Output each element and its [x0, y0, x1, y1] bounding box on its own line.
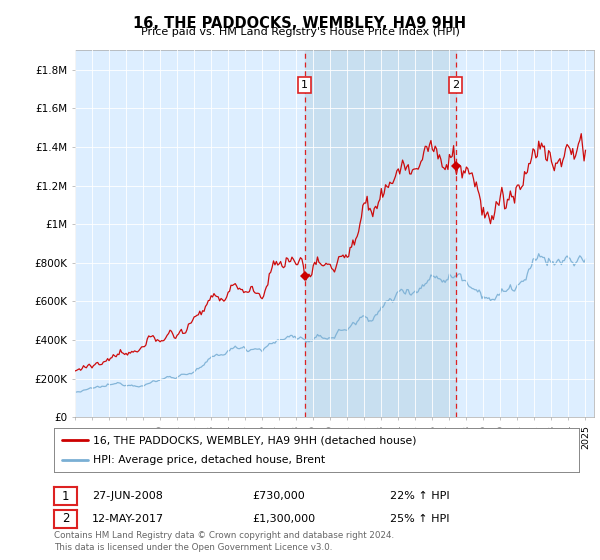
Text: 16, THE PADDOCKS, WEMBLEY, HA9 9HH (detached house): 16, THE PADDOCKS, WEMBLEY, HA9 9HH (deta…: [94, 435, 417, 445]
Text: 2: 2: [62, 512, 69, 525]
Text: 25% ↑ HPI: 25% ↑ HPI: [390, 514, 449, 524]
Text: 2: 2: [452, 80, 459, 90]
Bar: [305, 50, 455, 417]
Text: 27-JUN-2008: 27-JUN-2008: [92, 491, 163, 501]
Text: 22% ↑ HPI: 22% ↑ HPI: [390, 491, 449, 501]
Text: Price paid vs. HM Land Registry's House Price Index (HPI): Price paid vs. HM Land Registry's House …: [140, 27, 460, 37]
Text: 16, THE PADDOCKS, WEMBLEY, HA9 9HH: 16, THE PADDOCKS, WEMBLEY, HA9 9HH: [133, 16, 467, 31]
Text: Contains HM Land Registry data © Crown copyright and database right 2024.
This d: Contains HM Land Registry data © Crown c…: [54, 531, 394, 552]
Text: 1: 1: [62, 489, 69, 503]
Text: HPI: Average price, detached house, Brent: HPI: Average price, detached house, Bren…: [94, 455, 325, 465]
Text: 1: 1: [301, 80, 308, 90]
Text: £1,300,000: £1,300,000: [252, 514, 315, 524]
Text: £730,000: £730,000: [252, 491, 305, 501]
Text: 12-MAY-2017: 12-MAY-2017: [92, 514, 164, 524]
